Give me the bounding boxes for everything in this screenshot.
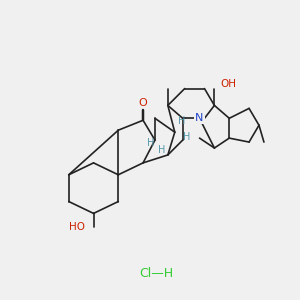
Text: H: H: [147, 138, 154, 148]
Text: OH: OH: [220, 79, 236, 89]
Text: Cl—H: Cl—H: [139, 267, 173, 280]
Text: H: H: [184, 132, 191, 142]
Text: H: H: [178, 116, 185, 126]
Text: N: N: [195, 113, 204, 123]
Text: HO: HO: [69, 222, 85, 232]
Text: O: O: [139, 98, 147, 108]
Text: H: H: [158, 146, 166, 155]
